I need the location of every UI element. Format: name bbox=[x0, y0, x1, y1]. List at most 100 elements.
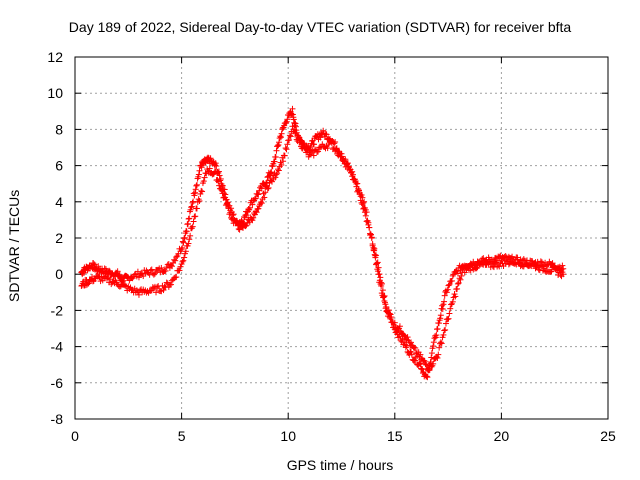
axis-ticks: 0 5 10 15 20 25 -8 -6 -4 -2 0 2 4 6 8 10 12 bbox=[47, 49, 616, 444]
data-point bbox=[401, 332, 408, 339]
data-point bbox=[179, 258, 186, 265]
data-point bbox=[251, 195, 258, 202]
data-point bbox=[173, 254, 180, 261]
data-point bbox=[556, 267, 563, 274]
data-point bbox=[188, 225, 195, 232]
data-point bbox=[243, 212, 250, 219]
data-point bbox=[382, 301, 389, 308]
data-point bbox=[199, 188, 206, 195]
data-point bbox=[412, 357, 419, 364]
data-point bbox=[201, 174, 208, 181]
data-point bbox=[434, 354, 441, 361]
data-point bbox=[423, 361, 430, 368]
data-point bbox=[449, 298, 456, 305]
data-point bbox=[122, 282, 129, 289]
data-point bbox=[213, 163, 220, 170]
data-point bbox=[207, 155, 214, 162]
data-point bbox=[273, 147, 280, 154]
data-point bbox=[361, 209, 368, 216]
data-point bbox=[272, 154, 279, 161]
data-point bbox=[377, 274, 384, 281]
data-point bbox=[454, 267, 461, 274]
data-point bbox=[437, 339, 444, 346]
data-point bbox=[416, 360, 423, 367]
data-point bbox=[107, 276, 114, 283]
data-point bbox=[224, 201, 231, 208]
data-point bbox=[438, 340, 445, 347]
data-point bbox=[408, 339, 415, 346]
data-point bbox=[181, 234, 188, 241]
data-point bbox=[383, 303, 390, 310]
data-point bbox=[162, 267, 169, 274]
data-point bbox=[282, 145, 289, 152]
data-point bbox=[364, 218, 371, 225]
data-point bbox=[439, 306, 446, 313]
data-point bbox=[544, 262, 551, 269]
data-point bbox=[217, 185, 224, 192]
data-point bbox=[492, 260, 499, 267]
data-point bbox=[376, 271, 383, 278]
data-point bbox=[167, 281, 174, 288]
data-point bbox=[147, 287, 154, 294]
data-point bbox=[233, 217, 240, 224]
data-point bbox=[271, 158, 278, 165]
data-point bbox=[430, 360, 437, 367]
data-point bbox=[196, 197, 203, 204]
x-axis-label: GPS time / hours bbox=[286, 457, 394, 473]
data-point bbox=[200, 178, 207, 185]
data-point bbox=[245, 206, 252, 213]
data-point bbox=[188, 203, 195, 210]
data-point bbox=[396, 323, 403, 330]
data-point bbox=[371, 245, 378, 252]
data-point bbox=[442, 320, 449, 327]
data-point bbox=[191, 192, 198, 199]
data-point bbox=[212, 160, 219, 167]
data-point bbox=[292, 129, 299, 136]
data-point bbox=[196, 167, 203, 174]
data-point bbox=[287, 133, 294, 140]
data-point bbox=[198, 164, 205, 171]
data-point bbox=[223, 200, 230, 207]
data-point bbox=[180, 257, 187, 264]
data-point bbox=[187, 206, 194, 213]
data-point bbox=[514, 257, 521, 264]
data-point bbox=[242, 223, 249, 230]
data-point bbox=[134, 268, 141, 275]
data-point bbox=[276, 139, 283, 146]
data-point bbox=[422, 361, 429, 368]
data-point bbox=[249, 201, 256, 208]
data-point bbox=[179, 244, 186, 251]
data-point bbox=[84, 281, 91, 288]
data-point bbox=[333, 146, 340, 153]
data-point bbox=[275, 141, 282, 148]
data-point bbox=[457, 276, 464, 283]
data-point bbox=[402, 333, 409, 340]
data-point bbox=[190, 218, 197, 225]
y-tick-label: -2 bbox=[51, 302, 64, 318]
data-point bbox=[430, 343, 437, 350]
data-point bbox=[446, 281, 453, 288]
data-point bbox=[176, 267, 183, 274]
data-point bbox=[437, 315, 444, 322]
data-point bbox=[195, 171, 202, 178]
data-point bbox=[250, 214, 257, 221]
data-point bbox=[460, 265, 467, 272]
data-point bbox=[289, 105, 296, 112]
data-point bbox=[535, 266, 542, 273]
y-tick-label: -4 bbox=[51, 339, 64, 355]
data-point bbox=[300, 142, 307, 149]
data-point bbox=[374, 259, 381, 266]
data-point bbox=[439, 302, 446, 309]
data-point bbox=[265, 184, 272, 191]
data-point bbox=[236, 226, 243, 233]
data-point bbox=[135, 291, 142, 298]
data-point bbox=[448, 277, 455, 284]
data-point bbox=[193, 205, 200, 212]
data-point bbox=[375, 264, 382, 271]
data-point bbox=[284, 116, 291, 123]
data-point bbox=[189, 199, 196, 206]
data-point bbox=[385, 307, 392, 314]
data-point bbox=[103, 275, 110, 282]
data-point bbox=[289, 123, 296, 130]
data-point bbox=[367, 232, 374, 239]
